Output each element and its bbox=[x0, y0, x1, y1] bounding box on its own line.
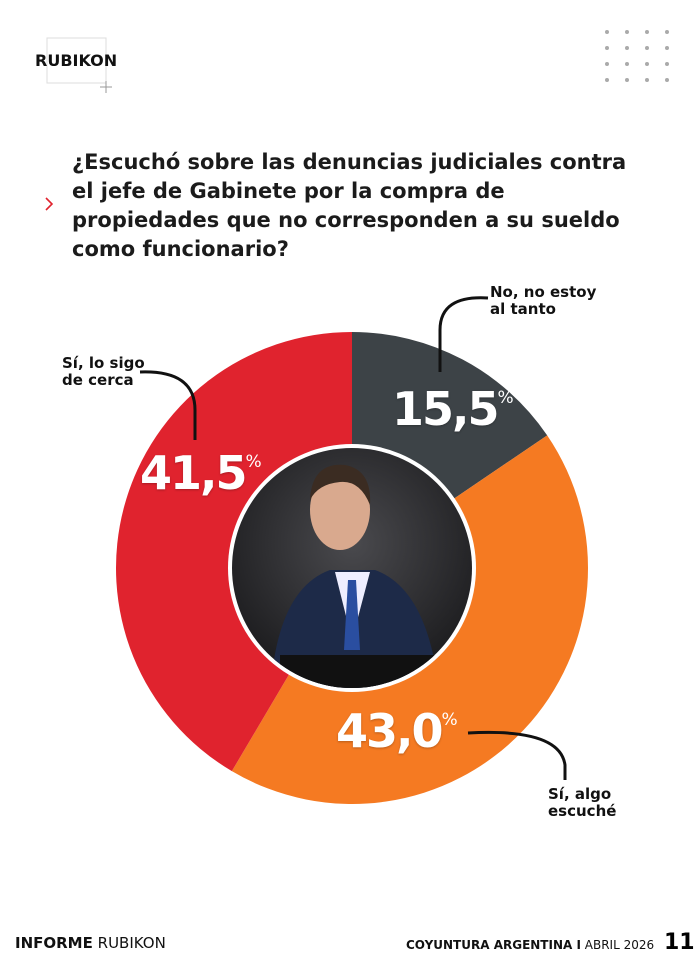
dot bbox=[625, 46, 629, 50]
dot bbox=[645, 46, 649, 50]
footer-left: INFORME RUBIKON bbox=[15, 934, 166, 952]
dot bbox=[665, 78, 669, 82]
category-label: Sí, lo sigo de cerca bbox=[62, 354, 145, 389]
dot bbox=[625, 78, 629, 82]
logo: RUBIKON bbox=[35, 51, 118, 70]
value-label: 15,5 bbox=[392, 382, 499, 436]
chart-title: ¿Escuchó sobre las denuncias judiciales … bbox=[72, 150, 627, 261]
value-unit: % bbox=[497, 388, 514, 408]
slice bbox=[115, 332, 352, 772]
dot bbox=[605, 30, 609, 34]
logo-box bbox=[46, 37, 112, 93]
connector bbox=[467, 730, 567, 780]
dot bbox=[605, 62, 609, 66]
slice bbox=[352, 332, 548, 500]
category-label: Sí, algo escuché bbox=[548, 785, 617, 820]
dot bbox=[665, 62, 669, 66]
connector bbox=[438, 296, 489, 372]
value-label: 43,0 bbox=[336, 704, 443, 758]
value-label: 41,5 bbox=[140, 446, 247, 500]
connector bbox=[139, 370, 197, 440]
page-number: 11 bbox=[664, 930, 695, 954]
photo bbox=[228, 444, 476, 692]
value-label-wrap: 43,0% bbox=[336, 704, 458, 758]
footer-date: ABRIL 2026 bbox=[584, 938, 655, 952]
footer-brand-name: RUBIKON bbox=[97, 934, 166, 952]
dot bbox=[625, 62, 629, 66]
dot bbox=[665, 30, 669, 34]
slice bbox=[231, 435, 589, 805]
category-label: No, no estoy al tanto bbox=[490, 283, 597, 318]
value-unit: % bbox=[245, 452, 262, 472]
footer-section: COYUNTURA ARGENTINA I bbox=[406, 938, 581, 952]
value-label-wrap: 41,5% bbox=[140, 446, 262, 500]
value-label-wrap: 15,5% bbox=[392, 382, 514, 436]
dot bbox=[645, 78, 649, 82]
chevron bbox=[45, 197, 54, 211]
dot bbox=[645, 30, 649, 34]
dot-grid bbox=[605, 30, 669, 82]
footer-right: COYUNTURA ARGENTINA I ABRIL 2026 bbox=[406, 938, 654, 952]
dot bbox=[605, 46, 609, 50]
dot bbox=[605, 78, 609, 82]
footer-brand: INFORME bbox=[15, 934, 93, 952]
dot bbox=[645, 62, 649, 66]
value-unit: % bbox=[441, 710, 458, 730]
dot bbox=[625, 30, 629, 34]
dot bbox=[665, 46, 669, 50]
